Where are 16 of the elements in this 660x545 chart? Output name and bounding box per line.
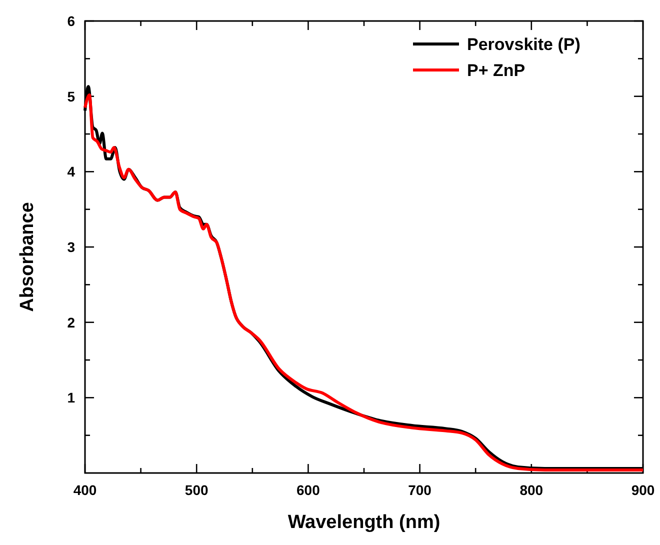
x-tick-label: 700 xyxy=(408,482,432,498)
x-tick-label: 600 xyxy=(296,482,320,498)
y-tick-label: 5 xyxy=(67,88,76,104)
y-tick-label: 3 xyxy=(67,239,76,255)
x-tick-label: 800 xyxy=(520,482,544,498)
y-tick-label: 4 xyxy=(67,164,76,180)
y-tick-label: 1 xyxy=(67,390,76,406)
legend-label: P+ ZnP xyxy=(467,61,526,80)
y-tick-label: 6 xyxy=(67,13,76,29)
x-tick-label: 500 xyxy=(184,482,208,498)
y-axis-title: Absorbance xyxy=(17,202,38,312)
y-tick-label: 2 xyxy=(67,314,76,330)
x-axis-title: Wavelength (nm) xyxy=(288,512,440,533)
x-tick-label: 900 xyxy=(631,482,655,498)
legend-label: Perovskite (P) xyxy=(467,35,580,54)
x-tick-label: 400 xyxy=(73,482,97,498)
